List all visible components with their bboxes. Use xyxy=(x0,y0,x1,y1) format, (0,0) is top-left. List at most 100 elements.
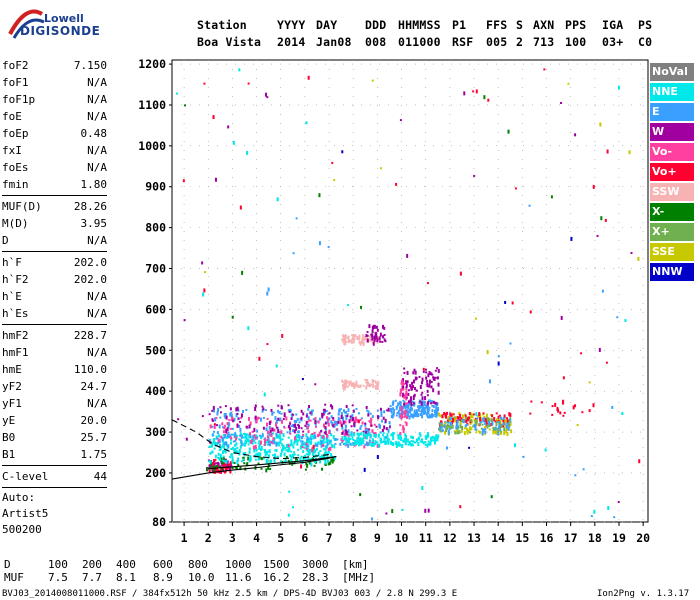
echo-point xyxy=(367,410,370,415)
echo-point xyxy=(385,427,388,431)
echo-point xyxy=(372,324,375,329)
echo-point xyxy=(378,423,381,428)
echo-point xyxy=(580,352,583,355)
echo-point xyxy=(401,508,404,511)
echo-point xyxy=(391,509,394,514)
header-label: YYYY xyxy=(277,18,306,32)
echo-point xyxy=(214,458,217,461)
echo-point xyxy=(211,442,214,447)
echo-point xyxy=(367,434,370,437)
echo-point xyxy=(426,282,429,285)
echo-point xyxy=(345,415,348,420)
echo-point xyxy=(407,443,410,446)
echo-point xyxy=(370,517,373,521)
echo-point xyxy=(257,457,260,461)
echo-point xyxy=(311,448,314,453)
param-value: 7.150 xyxy=(73,59,107,72)
echo-point xyxy=(372,384,375,388)
echo-point xyxy=(290,413,293,416)
echo-point xyxy=(464,414,467,418)
echo-point xyxy=(248,457,251,460)
echo-point xyxy=(177,418,180,421)
echo-point xyxy=(399,391,402,394)
echo-point xyxy=(215,437,218,440)
echo-point xyxy=(397,402,400,407)
echo-point xyxy=(444,430,447,435)
echo-point xyxy=(373,432,376,437)
echo-point xyxy=(425,437,428,440)
echo-point xyxy=(224,415,227,419)
echo-point xyxy=(262,426,265,430)
echo-point xyxy=(373,336,376,340)
echo-point xyxy=(409,398,412,403)
echo-point xyxy=(412,379,415,384)
echo-point xyxy=(457,416,460,421)
echo-point xyxy=(228,463,231,467)
echo-point xyxy=(480,427,483,430)
echo-point xyxy=(373,423,376,426)
echo-point xyxy=(397,437,400,440)
echo-point xyxy=(381,340,384,343)
echo-point xyxy=(484,426,487,431)
echo-point xyxy=(351,413,354,418)
echo-point xyxy=(302,430,305,433)
echo-point xyxy=(464,417,467,422)
echo-point xyxy=(425,376,428,380)
echo-point xyxy=(433,376,436,381)
echo-point xyxy=(248,450,251,454)
echo-point xyxy=(268,433,271,436)
echo-point xyxy=(272,437,275,441)
y-tick-label: 200 xyxy=(145,466,166,480)
echo-point xyxy=(343,436,346,441)
echo-point xyxy=(482,413,485,416)
echo-point xyxy=(225,432,228,435)
echo-point xyxy=(312,418,315,421)
echo-point xyxy=(364,427,367,430)
echo-point xyxy=(364,428,367,433)
echo-point xyxy=(359,426,362,430)
echo-point xyxy=(423,402,426,407)
echo-point xyxy=(590,515,593,518)
echo-point xyxy=(310,409,313,414)
echo-point xyxy=(345,340,348,343)
echo-point xyxy=(412,384,415,388)
echo-point xyxy=(437,406,440,411)
echo-point xyxy=(236,446,239,449)
echo-point xyxy=(297,439,300,442)
echo-point xyxy=(402,425,405,430)
echo-point xyxy=(298,435,301,439)
echo-point xyxy=(331,405,334,410)
echo-point xyxy=(506,431,509,436)
echo-point xyxy=(251,430,254,433)
echo-point xyxy=(461,425,464,430)
echo-point xyxy=(228,419,231,422)
echo-point xyxy=(380,410,383,415)
echo-point xyxy=(350,382,353,387)
echo-point xyxy=(348,419,351,424)
echo-point xyxy=(289,421,292,424)
echo-point xyxy=(412,371,415,375)
echo-point xyxy=(530,400,533,403)
echo-point xyxy=(348,339,351,344)
echo-point xyxy=(441,428,444,432)
echo-point xyxy=(342,381,345,384)
echo-point xyxy=(275,364,278,368)
echo-point xyxy=(243,433,246,436)
echo-point xyxy=(628,150,631,155)
y-tick-label: 700 xyxy=(145,262,166,276)
echo-point xyxy=(354,442,357,446)
echo-point xyxy=(217,438,220,443)
echo-point xyxy=(326,442,329,447)
echo-point xyxy=(477,414,480,418)
echo-point xyxy=(299,456,302,459)
echo-point xyxy=(407,410,410,413)
echo-point xyxy=(308,437,311,441)
echo-point xyxy=(301,442,304,445)
echo-point xyxy=(386,433,389,438)
echo-point xyxy=(287,409,290,412)
echo-point xyxy=(263,392,266,397)
echo-point xyxy=(481,423,484,426)
echo-point xyxy=(359,432,362,436)
echo-point xyxy=(218,439,221,444)
param-value: N/A xyxy=(87,93,107,106)
